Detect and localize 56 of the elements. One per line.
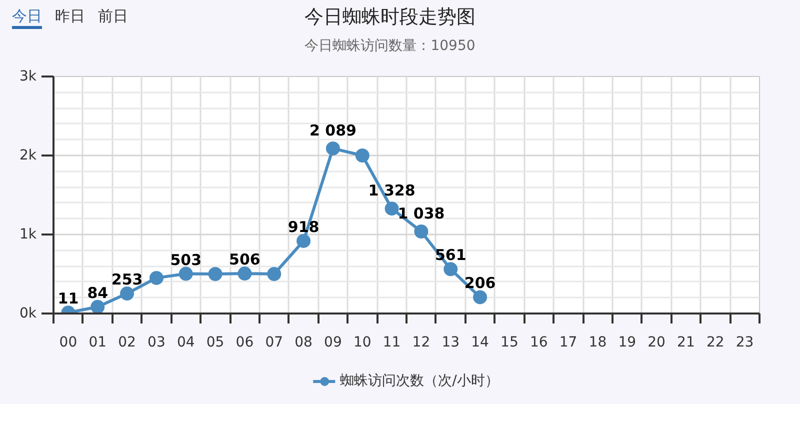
point xyxy=(414,224,428,238)
x-tick-label: 23 xyxy=(736,334,754,350)
point xyxy=(326,141,340,156)
x-tick-label: 04 xyxy=(176,334,195,350)
x-tick-label: 08 xyxy=(294,334,312,350)
x-tick-label: 18 xyxy=(588,334,607,350)
point xyxy=(267,267,282,281)
x-tick-label: 02 xyxy=(118,334,136,350)
x-tick-label: 03 xyxy=(148,334,166,350)
x-tick-label: 13 xyxy=(442,334,460,350)
data-label: 1 328 xyxy=(368,182,416,200)
x-tick-label: 06 xyxy=(236,334,254,350)
x-tick-label: 22 xyxy=(706,334,724,350)
data-label: 253 xyxy=(111,270,143,289)
point xyxy=(120,286,134,300)
x-tick-label: 05 xyxy=(206,334,224,350)
text: 前日 xyxy=(98,6,128,26)
data-label: 84 xyxy=(87,284,108,302)
y-tick-label: 0k xyxy=(19,306,38,322)
point xyxy=(238,266,252,281)
x-tick-label: 15 xyxy=(500,334,518,350)
data-label: 503 xyxy=(170,250,202,269)
y-tick-label: 1k xyxy=(19,226,38,242)
x-tick-label: 10 xyxy=(353,334,372,350)
y-tick-label: 2k xyxy=(19,148,38,164)
point xyxy=(355,148,370,162)
x-tick-label: 00 xyxy=(59,334,78,350)
point xyxy=(208,267,222,281)
point xyxy=(444,262,458,276)
data-label: 11 xyxy=(58,290,79,308)
x-tick-label: 09 xyxy=(324,334,342,350)
x-tick-label: 21 xyxy=(677,334,695,350)
y-tick-label: 3k xyxy=(19,68,38,84)
x-tick-label: 11 xyxy=(382,334,401,350)
point xyxy=(90,300,105,314)
text: 今日 xyxy=(12,6,42,29)
chart-subtitle: 今日蜘蛛访问数量：10950 xyxy=(304,37,476,55)
x-tick-label: 16 xyxy=(530,334,548,350)
data-label: 506 xyxy=(229,250,260,269)
x-tick-label: 12 xyxy=(412,334,430,350)
point xyxy=(178,266,193,281)
point xyxy=(384,202,399,216)
x-tick-label: 20 xyxy=(648,334,666,350)
x-tick-label: 14 xyxy=(471,334,490,350)
data-label: 206 xyxy=(464,274,496,292)
legend-label: 蜘蛛访问次数（次/小时） xyxy=(340,372,499,390)
text: 昨日 xyxy=(55,6,85,26)
x-tick-label: 19 xyxy=(618,334,636,350)
point xyxy=(473,290,488,304)
data-label: 2 089 xyxy=(309,121,356,140)
chart-title: 今日蜘蛛时段走势图 xyxy=(304,5,476,29)
x-tick-label: 07 xyxy=(265,334,284,350)
x-tick-label: 17 xyxy=(559,334,578,350)
point xyxy=(296,234,311,248)
point xyxy=(149,270,164,285)
x-tick-label: 01 xyxy=(88,334,107,350)
